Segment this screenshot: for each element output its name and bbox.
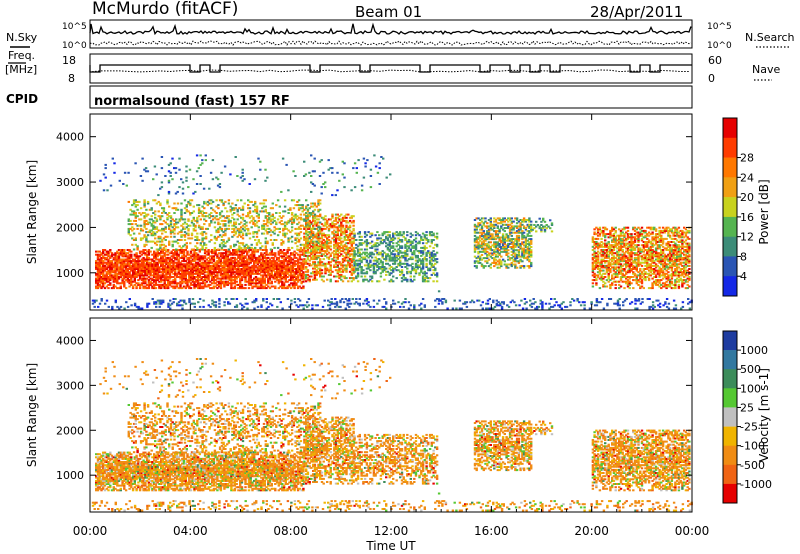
nsky-label: N.Sky	[6, 31, 38, 44]
y-tick-label: 2000	[56, 424, 84, 437]
x-tick-label: 12:00	[374, 524, 409, 538]
x-tick-label: 00:00	[73, 524, 108, 538]
colorbar-swatch	[723, 256, 737, 276]
y-tick-label: 1000	[56, 267, 84, 280]
x-tick-label: 20:00	[574, 524, 609, 538]
date-title: 28/Apr/2011	[590, 3, 683, 21]
colorbar-tick-label: 4	[740, 270, 747, 283]
colorbar-swatch	[723, 118, 737, 138]
velocity-ylabel: Slant Range [km]	[25, 363, 39, 467]
y-tick-label: 1000	[56, 469, 84, 482]
freq-traces	[90, 65, 692, 72]
colorbar-tick-label: 1000	[740, 344, 768, 357]
colorbar-swatch	[723, 484, 737, 503]
freq-tick-bottom: 8	[68, 72, 75, 85]
colorbar-swatch	[723, 177, 737, 197]
colorbars: 4 8 12 16 20 24 28 1000 500 100 25 -25 -100 -500 -1000	[723, 118, 772, 503]
x-axis-label: Time UT	[365, 539, 416, 553]
rti-plot: McMurdo (fitACF) Beam 01 28/Apr/2011 N.S…	[0, 0, 800, 554]
x-tick-label: 00:00	[675, 524, 710, 538]
y-tick-label: 4000	[56, 131, 84, 144]
colorbar-swatch	[723, 197, 737, 217]
colorbar-swatch	[723, 217, 737, 237]
colorbar-swatch	[723, 388, 737, 407]
colorbar-tick-label: 28	[740, 152, 754, 165]
colorbar-tick-label: 16	[740, 211, 754, 224]
colorbar-swatch	[723, 350, 737, 369]
colorbar-tick-label: 24	[740, 171, 754, 184]
freq-label-line1: Freq.	[8, 49, 35, 62]
colorbar-swatch	[723, 158, 737, 178]
colorbar-tick-label: -100	[740, 440, 765, 453]
power-ylabel: Slant Range [km]	[25, 160, 39, 264]
x-tick-label: 04:00	[173, 524, 208, 538]
colorbar-swatch	[723, 138, 737, 158]
freq-panel	[90, 54, 692, 83]
colorbar-swatch	[723, 369, 737, 388]
colorbar-swatch	[723, 331, 737, 350]
colorbar-swatch	[723, 446, 737, 465]
colorbar-tick-label: -1000	[740, 478, 772, 491]
y-tick-label: 3000	[56, 379, 84, 392]
freq-tick-top: 18	[62, 54, 76, 67]
colorbar-tick-label: -500	[740, 459, 765, 472]
y-tick-label: 3000	[56, 176, 84, 189]
colorbar-tick-label: 100	[740, 382, 761, 395]
colorbar-tick-label: 12	[740, 231, 754, 244]
colorbar-swatch	[723, 427, 737, 446]
nave-tick-top: 60	[708, 54, 722, 67]
x-tick-label: 08:00	[273, 524, 308, 538]
colorbar-tick-label: 25	[740, 401, 754, 414]
count-tick-bottom-right: 10^0	[707, 41, 732, 51]
colorbar-swatch	[723, 237, 737, 257]
count-tick-top-left: 10^5	[62, 22, 87, 32]
nave-label: Nave	[752, 63, 780, 76]
y-tick-label: 4000	[56, 334, 84, 347]
station-title: McMurdo (fitACF)	[92, 0, 238, 19]
colorbar-tick-label: -25	[740, 421, 758, 434]
cpid-label: CPID	[6, 92, 38, 106]
beam-title: Beam 01	[355, 3, 422, 21]
colorbar-tick-label: 20	[740, 191, 754, 204]
count-traces	[90, 24, 691, 45]
nsearch-label: N.Search	[745, 31, 795, 44]
colorbar-swatch	[723, 276, 737, 296]
cpid-text: normalsound (fast) 157 RF	[94, 94, 290, 109]
velocity-heatmap-panel: 1000 2000 3000 4000	[56, 318, 693, 512]
colorbar-swatch	[723, 407, 737, 426]
power-heatmap-panel: 1000 2000 3000 4000	[56, 114, 693, 310]
colorbar-tick-label: 500	[740, 363, 761, 376]
y-tick-label: 2000	[56, 221, 84, 234]
power-colorbar-label: Power [dB]	[757, 179, 771, 244]
count-tick-top-right: 10^5	[707, 22, 732, 32]
colorbar-swatch	[723, 465, 737, 484]
x-tick-label: 16:00	[474, 524, 509, 538]
freq-label-line2: [MHz]	[5, 63, 37, 76]
nave-tick-bottom: 0	[708, 72, 715, 85]
colorbar-tick-label: 8	[740, 250, 747, 263]
count-tick-bottom-left: 10^0	[62, 41, 87, 51]
